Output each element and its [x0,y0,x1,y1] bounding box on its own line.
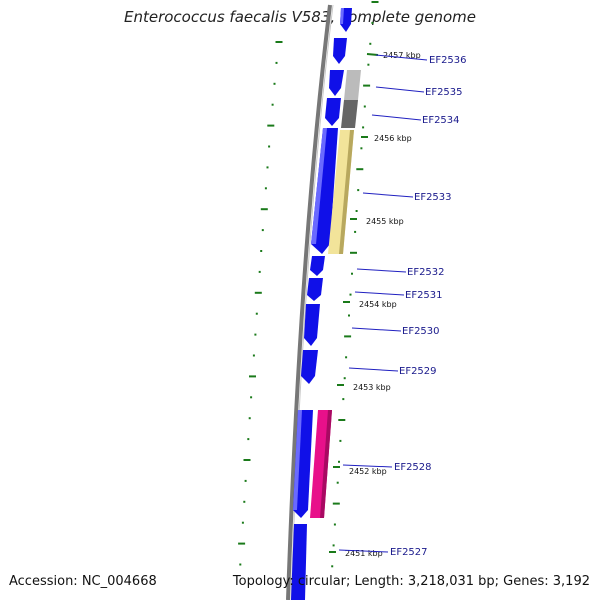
leader-line [375,54,428,61]
gene-arrow[interactable] [291,524,307,600]
leader-line [342,464,393,468]
map-title: Enterococcus faecalis V583, complete gen… [123,8,477,26]
gene-arrow[interactable] [301,350,318,384]
leader-line [371,114,422,121]
gene-highlight [311,128,327,244]
genome-summary-text: Topology: circular; Length: 3,218,031 bp… [232,574,590,589]
gene-label-EF2527[interactable]: EF2527 [390,547,428,558]
gene-label-EF2535[interactable]: EF2535 [425,87,463,98]
gene-arrow[interactable] [304,304,320,346]
leader-line [348,367,399,372]
gene-arrow[interactable] [333,38,347,64]
gene-track[interactable] [291,8,352,600]
kbp-label-2456: 2456 kbp [374,134,412,143]
genome-backbone [286,4,332,600]
gene-label-EF2529[interactable]: EF2529 [399,366,437,377]
leader-line [362,192,414,198]
gene-label-EF2528[interactable]: EF2528 [394,462,432,473]
gene-highlight [340,8,344,24]
gene-arrow[interactable] [307,278,323,301]
leader-line [338,549,389,553]
kbp-label-2453: 2453 kbp [353,383,391,392]
kbp-label-2451: 2451 kbp [345,549,383,558]
gene-arrow[interactable] [310,256,325,276]
gene-label-EF2532[interactable]: EF2532 [407,267,445,278]
inner-tick-ring [331,1,379,568]
gene-label-EF2536[interactable]: EF2536 [429,55,467,66]
outer-tick-ring [238,41,283,566]
leader-line [354,291,405,296]
leader-line [356,268,407,273]
gene-labels[interactable]: EF2536 EF2535 EF2534 EF2533 EF2532 EF253… [338,54,467,558]
kbp-scale: 2457 kbp 2456 kbp 2455 kbp 2454 kbp 2453… [329,51,421,558]
gene-label-EF2531[interactable]: EF2531 [405,290,443,301]
feature-track[interactable] [310,70,361,518]
gene-label-EF2534[interactable]: EF2534 [422,115,460,126]
kbp-label-2455: 2455 kbp [366,217,404,226]
feature-pink-edge [320,410,332,518]
gene-label-EF2530[interactable]: EF2530 [402,326,440,337]
feature-yellow-edge [339,130,354,254]
kbp-label-2452: 2452 kbp [349,467,387,476]
accession-text: Accession: NC_004668 [9,574,157,589]
gene-label-EF2533[interactable]: EF2533 [414,192,452,203]
gene-arrow[interactable] [329,70,344,96]
feature-gray-light[interactable] [344,70,361,100]
kbp-label-2457: 2457 kbp [383,51,421,60]
feature-gray-dark[interactable] [341,100,358,128]
leader-line [375,86,425,93]
gene-arrow[interactable] [325,98,341,126]
kbp-label-2454: 2454 kbp [359,300,397,309]
gene-highlight [293,410,302,510]
leader-line [351,327,402,332]
